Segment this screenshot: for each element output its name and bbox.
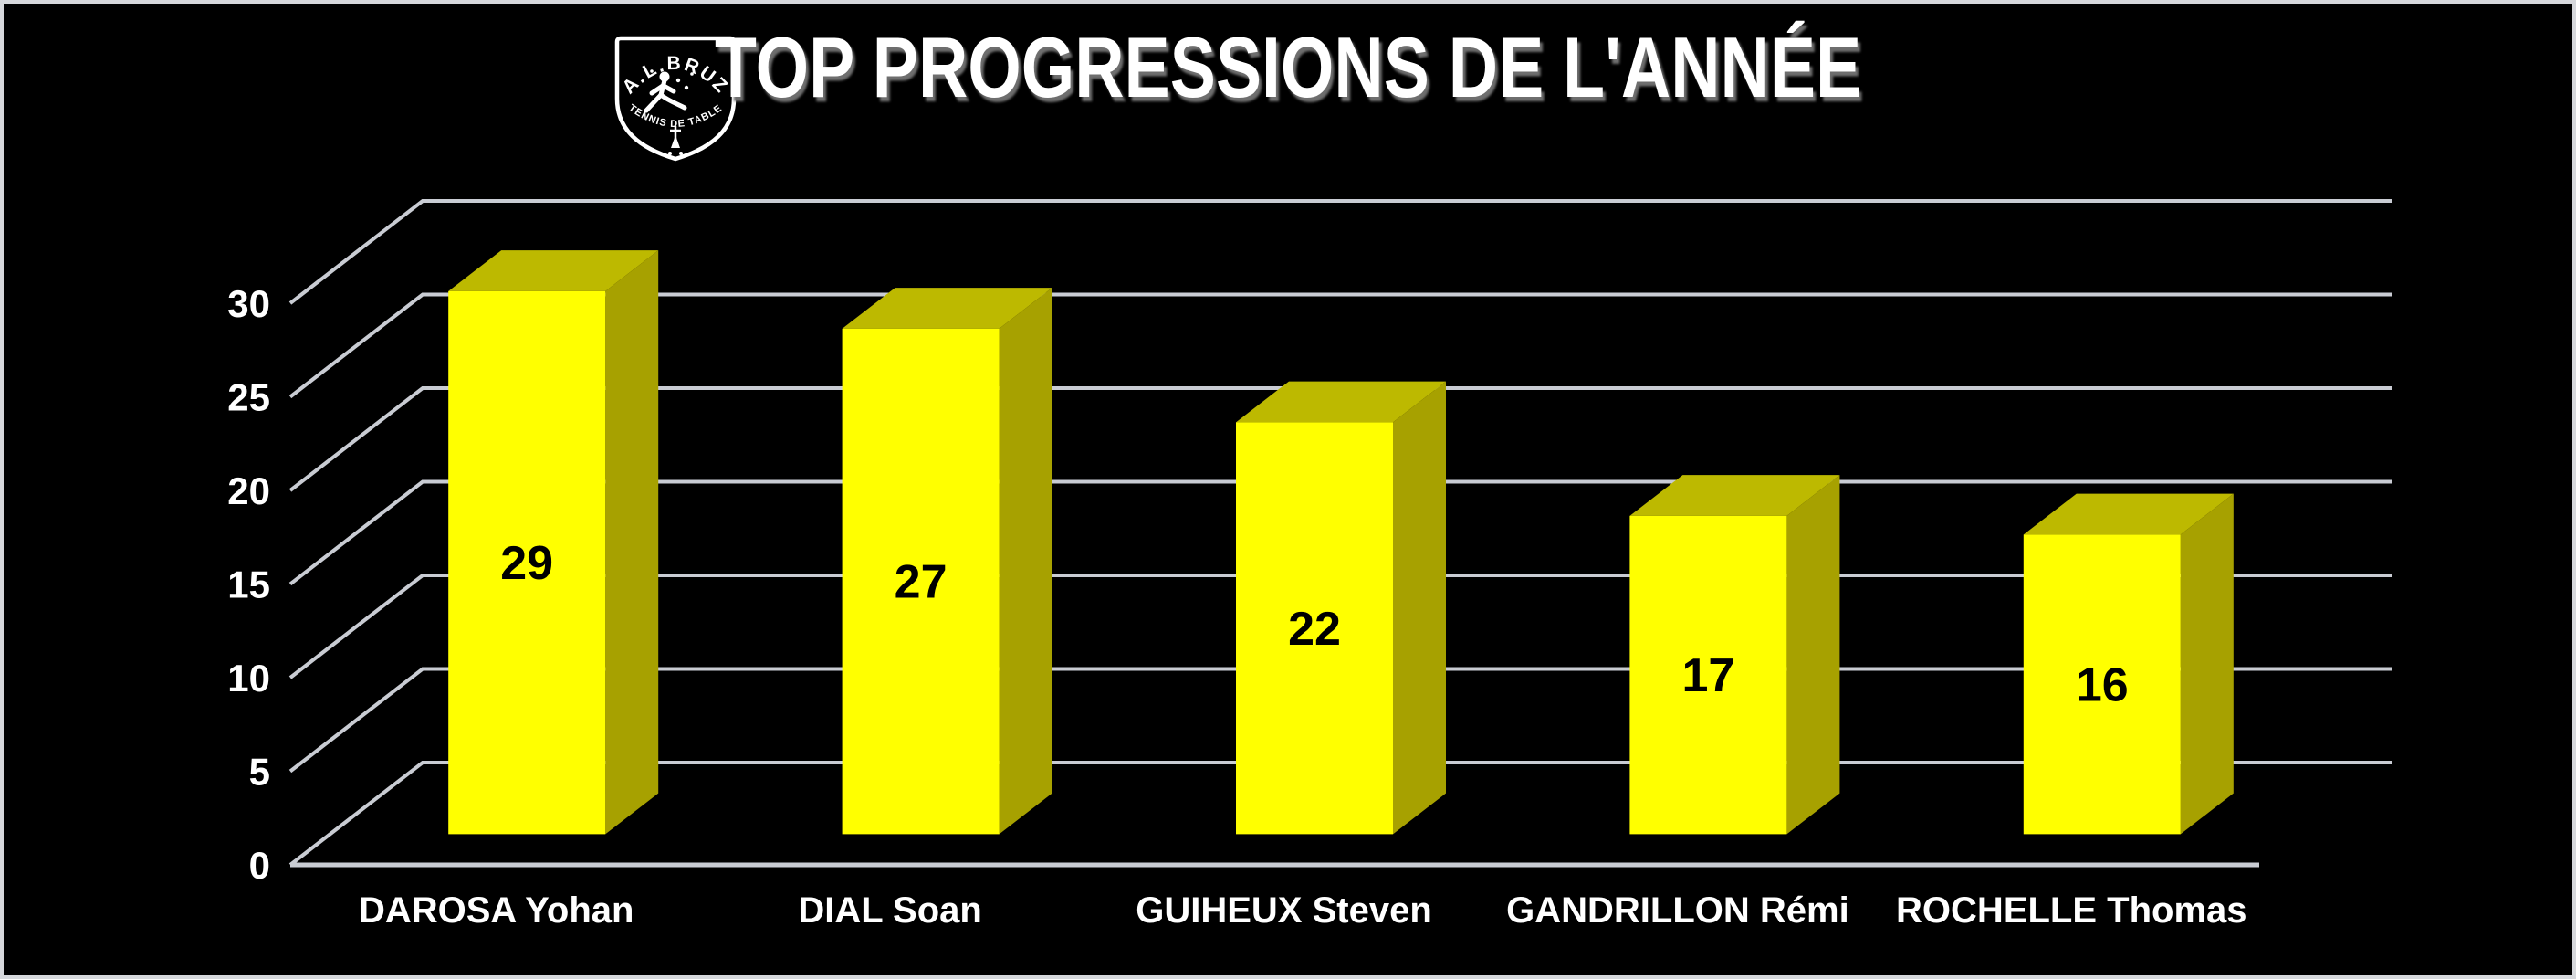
y-tick-label: 25 bbox=[227, 376, 270, 419]
logo-shield-outline bbox=[614, 36, 737, 162]
y-tick-label: 5 bbox=[249, 751, 270, 794]
gridline-20 bbox=[288, 386, 2392, 492]
bar-value-label: 29 bbox=[500, 537, 553, 590]
bar-2: 27 bbox=[842, 288, 1052, 835]
y-tick-label: 30 bbox=[227, 282, 270, 325]
bar-front-face bbox=[448, 290, 606, 835]
y-tick-label: 20 bbox=[227, 469, 270, 512]
bar-top-face bbox=[842, 288, 1052, 329]
ermine-icon bbox=[668, 126, 683, 155]
y-tick-label: 15 bbox=[227, 563, 270, 606]
bar-top-face bbox=[1629, 475, 1840, 516]
y-tick-label: 10 bbox=[227, 657, 270, 700]
gridline-25 bbox=[288, 292, 2392, 399]
bar-top-face bbox=[448, 250, 659, 291]
bar-side-face bbox=[1393, 381, 1446, 835]
bar-4: 17 bbox=[1629, 475, 1840, 835]
category-label: DAROSA Yohan bbox=[359, 890, 634, 931]
bar-top-face bbox=[1236, 381, 1446, 423]
category-label: GUIHEUX Steven bbox=[1136, 890, 1432, 931]
bar-side-face bbox=[605, 250, 659, 835]
bar-front-face bbox=[1629, 515, 1787, 835]
y-tick-label: 0 bbox=[249, 844, 270, 887]
bar-top-face bbox=[2023, 493, 2234, 535]
category-label: GANDRILLON Rémi bbox=[1506, 890, 1849, 931]
bar-side-face bbox=[999, 288, 1052, 835]
bar-value-label: 16 bbox=[2076, 658, 2129, 711]
category-label: ROCHELLE Thomas bbox=[1896, 890, 2246, 931]
table-tennis-player-icon bbox=[644, 69, 694, 113]
category-label: DIAL Soan bbox=[798, 890, 982, 931]
bar-side-face bbox=[1786, 475, 1840, 835]
club-logo: A.L.BRUZ TENNIS DE TABLE bbox=[614, 36, 737, 162]
bar-side-face bbox=[2180, 493, 2234, 835]
bar-5: 16 bbox=[2023, 493, 2234, 835]
bar-front-face bbox=[2023, 534, 2181, 835]
bar-front-face bbox=[842, 328, 1000, 835]
bar-front-face bbox=[1236, 422, 1393, 835]
bar-value-label: 22 bbox=[1288, 603, 1341, 656]
bar-value-label: 27 bbox=[895, 556, 948, 609]
bar-value-label: 17 bbox=[1681, 649, 1734, 702]
bar-1: 29 bbox=[448, 250, 659, 835]
gridline-30 bbox=[288, 199, 2392, 305]
bar-chart-3d: 0 5 10 15 20 25 30 29 27 22 17 16 DAROSA Yohan DIAL S… bbox=[227, 199, 2392, 931]
bar-3: 22 bbox=[1236, 381, 1446, 835]
